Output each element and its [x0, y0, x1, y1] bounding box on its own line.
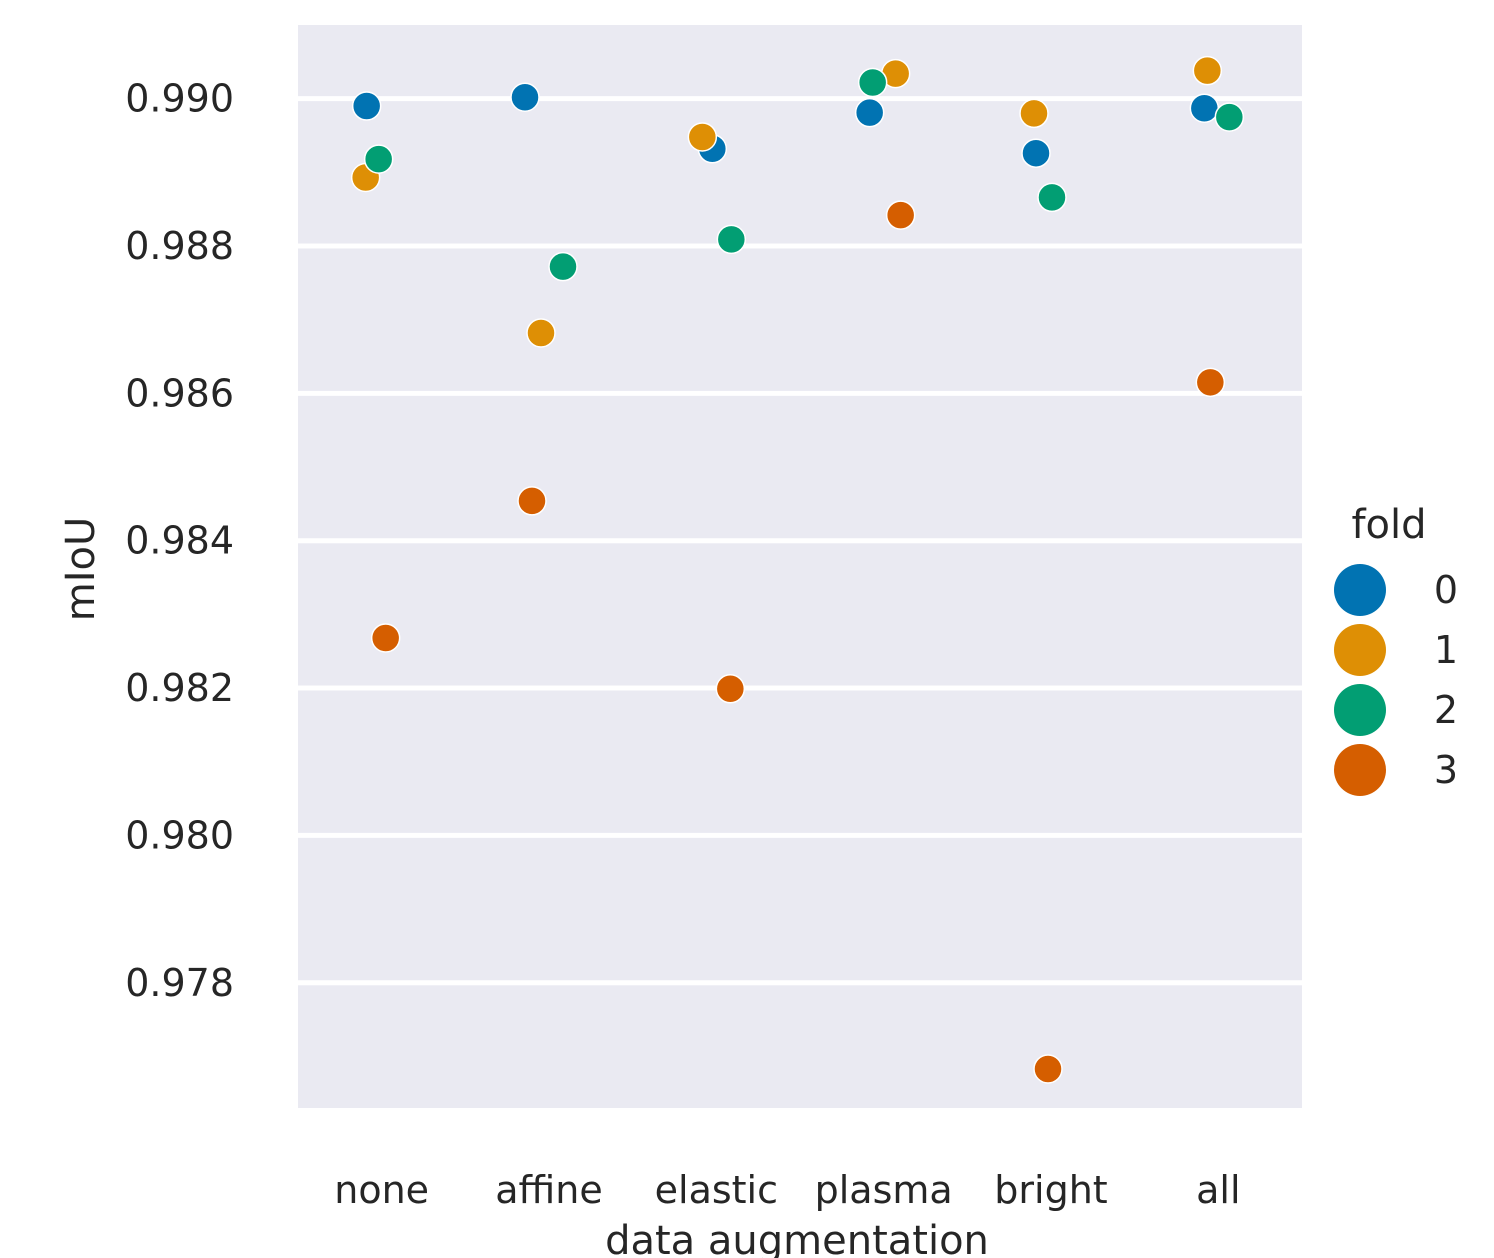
point-fold-0-all: [1189, 93, 1220, 124]
point-fold-1-all: [1192, 55, 1223, 86]
y-tick-label: 0.988: [125, 224, 234, 268]
data-points: [350, 55, 1245, 1084]
point-fold-2-elastic: [716, 224, 747, 255]
point-fold-3-all: [1195, 367, 1226, 398]
x-tick-label: elastic: [655, 1168, 778, 1212]
point-fold-3-affine: [517, 486, 547, 516]
y-tick-label: 0.980: [125, 813, 234, 857]
legend-marker-1: [1334, 624, 1386, 676]
point-fold-2-bright: [1037, 182, 1067, 213]
plot-background: [298, 25, 1302, 1108]
y-tick-labels: 0.978 0.980 0.982 0.984 0.986 0.988 0.990: [125, 77, 234, 1005]
legend-marker-3: [1334, 744, 1386, 796]
point-fold-1-affine: [526, 318, 556, 348]
x-tick-label: affine: [495, 1168, 603, 1212]
x-tick-label: plasma: [815, 1168, 953, 1212]
y-axis-label: mIoU: [58, 517, 104, 622]
legend-label-1: 1: [1434, 628, 1458, 672]
legend-marker-0: [1334, 564, 1386, 616]
y-tick-label: 0.978: [125, 961, 234, 1005]
point-fold-1-bright: [1019, 98, 1049, 129]
legend-label-2: 2: [1434, 688, 1458, 732]
point-fold-2-none: [363, 144, 394, 174]
x-tick-labels: none affine elastic plasma bright all: [334, 1168, 1240, 1212]
point-fold-0-plasma: [854, 97, 885, 128]
point-fold-1-elastic: [687, 122, 718, 152]
legend-title: fold: [1351, 502, 1426, 548]
gridlines: [298, 96, 1302, 986]
x-axis-label: data augmentation: [605, 1218, 989, 1258]
y-tick-label: 0.984: [125, 519, 234, 563]
x-tick-label: none: [334, 1168, 429, 1212]
point-fold-2-affine: [548, 251, 578, 282]
point-fold-3-plasma: [885, 200, 916, 230]
point-fold-0-bright: [1021, 138, 1051, 168]
point-fold-3-bright: [1033, 1054, 1063, 1084]
y-tick-label: 0.990: [125, 77, 234, 121]
point-fold-0-none: [351, 91, 382, 121]
x-tick-label: bright: [994, 1168, 1107, 1212]
y-tick-label: 0.986: [125, 371, 234, 415]
legend-marker-2: [1334, 684, 1386, 736]
legend: fold 0 1 2 3: [1334, 502, 1458, 796]
x-tick-label: all: [1196, 1168, 1240, 1212]
point-fold-2-plasma: [857, 67, 888, 98]
legend-label-3: 3: [1434, 748, 1458, 792]
legend-label-0: 0: [1434, 568, 1458, 612]
point-fold-0-affine: [510, 82, 540, 112]
point-fold-2-all: [1214, 102, 1245, 132]
point-fold-3-elastic: [715, 674, 746, 704]
y-tick-label: 0.982: [125, 666, 234, 710]
point-fold-3-none: [370, 623, 401, 653]
